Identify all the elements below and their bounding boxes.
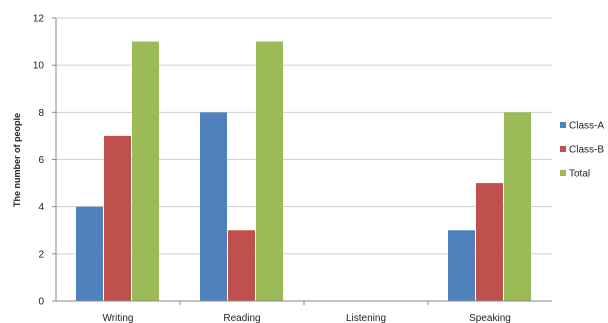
bar-reading-class-a <box>200 112 227 301</box>
bar-speaking-class-b <box>476 183 503 301</box>
y-tick-label: 10 <box>33 61 45 72</box>
y-tick-label: 0 <box>38 297 44 308</box>
x-tick-label: Listening <box>346 313 386 323</box>
bar-writing-class-b <box>104 135 131 301</box>
legend-label: Class-B <box>569 145 604 156</box>
legend-swatch <box>560 122 566 128</box>
bar-reading-class-b <box>228 230 255 301</box>
y-axis-label: The number of people <box>12 113 22 207</box>
y-tick-label: 8 <box>38 108 44 119</box>
bar-writing-class-a <box>76 206 103 301</box>
y-tick-labels: 0 2 4 6 8 10 12 <box>33 14 45 308</box>
axes <box>55 18 552 305</box>
bar-reading-total <box>256 41 283 301</box>
x-tick-label: Reading <box>223 313 260 323</box>
legend-swatch <box>560 146 566 152</box>
x-tick-label: Writing <box>103 313 134 323</box>
y-tick-label: 6 <box>38 155 44 166</box>
y-tick-label: 4 <box>38 202 44 213</box>
bar-speaking-class-a <box>448 230 475 301</box>
bar-speaking-total <box>504 112 531 301</box>
x-tick-labels: Writing Reading Listening Speaking <box>103 313 511 323</box>
y-tick-label: 2 <box>38 249 44 260</box>
legend: Class-A Class-B Total <box>560 121 604 180</box>
bars <box>76 41 531 301</box>
legend-swatch <box>560 170 566 176</box>
x-tick-label: Speaking <box>469 313 511 323</box>
bar-writing-total <box>132 41 159 301</box>
legend-label: Total <box>569 169 590 180</box>
y-tick-label: 12 <box>33 14 45 25</box>
legend-label: Class-A <box>569 121 604 132</box>
